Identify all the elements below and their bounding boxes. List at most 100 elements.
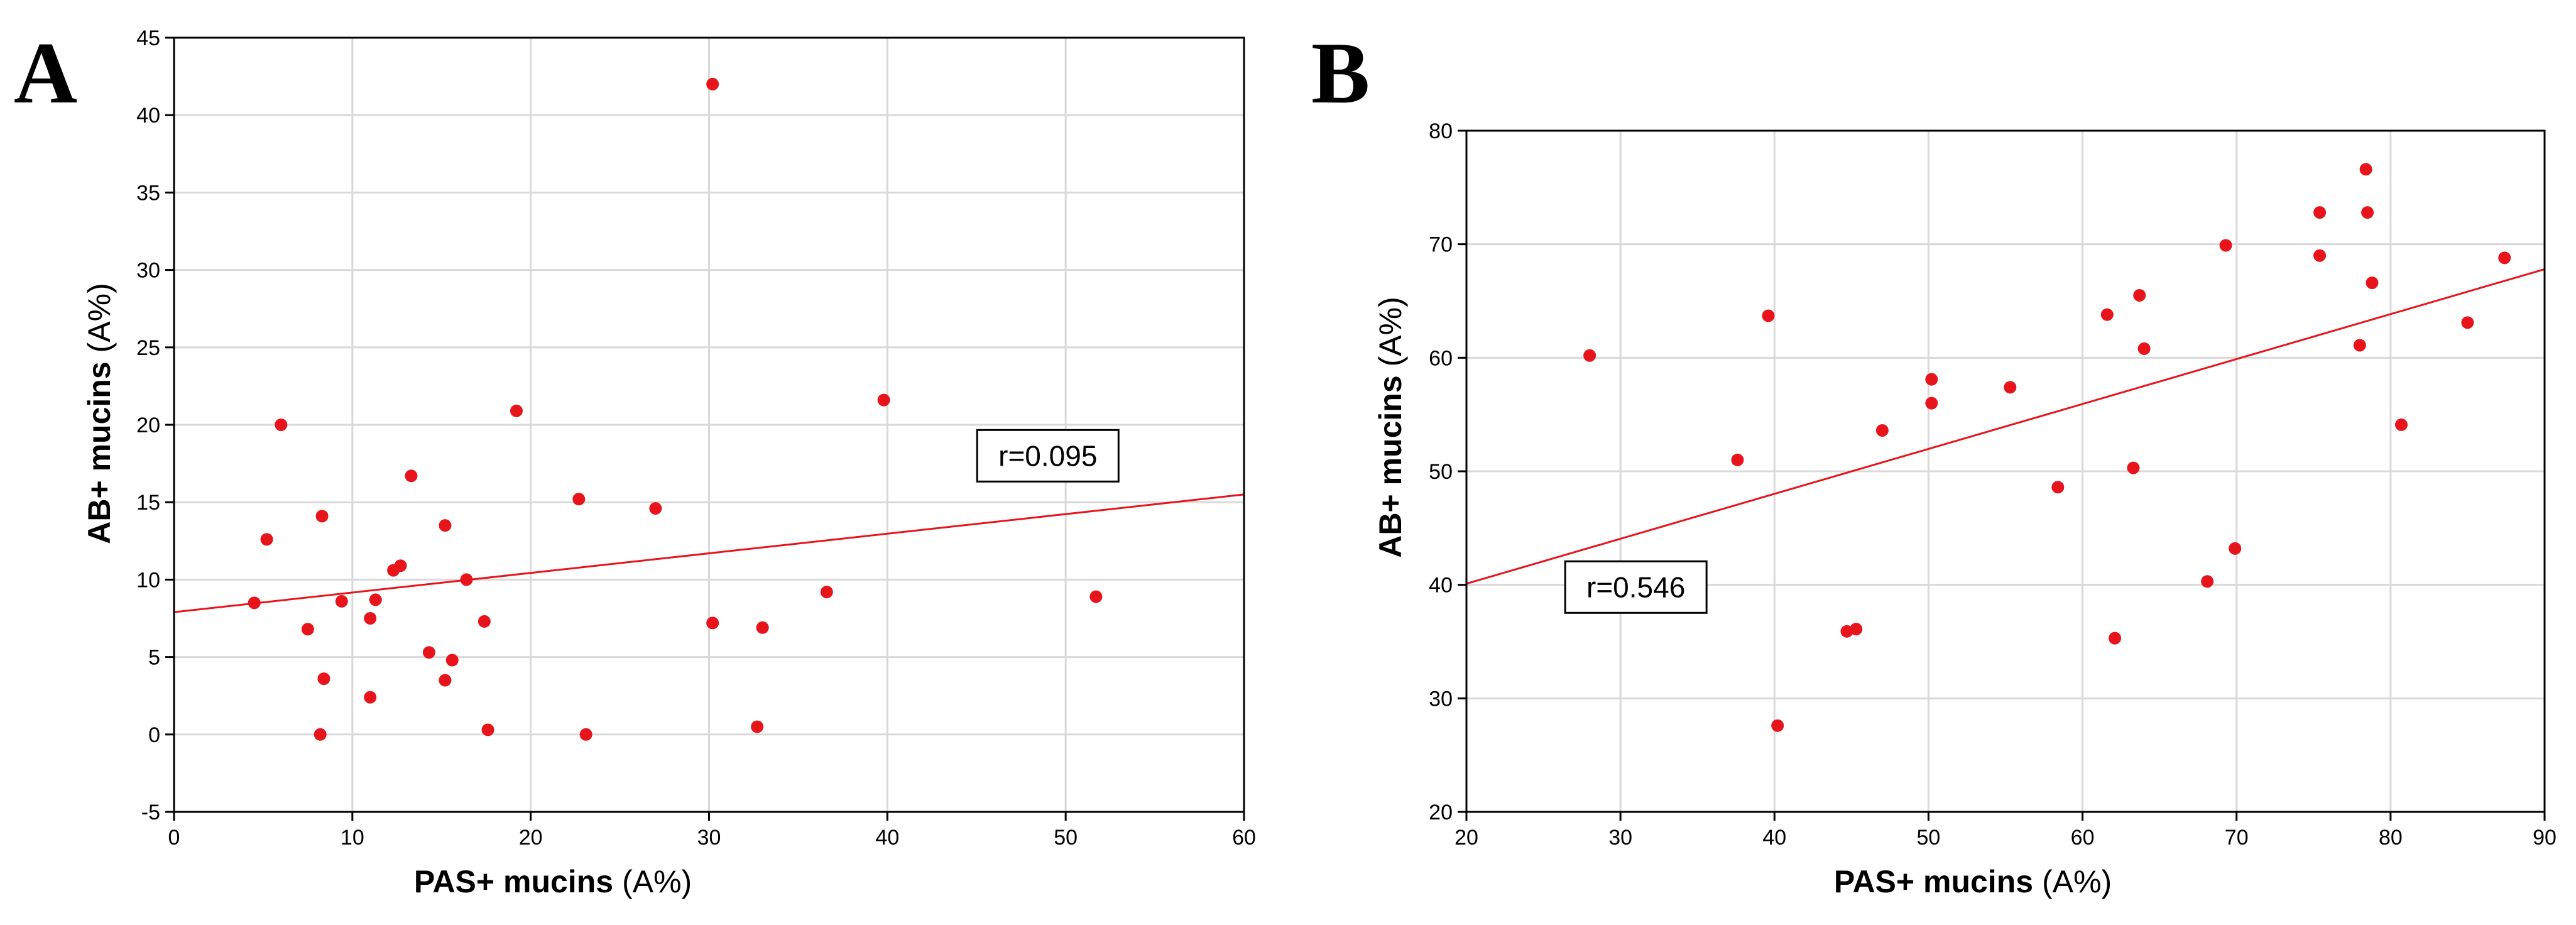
- panel-b-xtick-label-5: 70: [2225, 826, 2249, 850]
- panel-a-y-axis-title-main: AB+ mucins: [82, 361, 117, 544]
- panel-a-point-18: [460, 573, 473, 586]
- panel-b-points: [1583, 163, 2511, 732]
- panel-a-point-5: [315, 510, 329, 523]
- panel-a-point-25: [706, 77, 719, 90]
- panel-a-point-29: [820, 586, 833, 599]
- panel-a-grid: [173, 36, 1245, 813]
- panel-a-ticks: 0 10 20 30 40 50 60 -5 0 5 10 15 20 25 30 35 40 45: [136, 26, 1256, 850]
- panel-b-ytick-label-5: 70: [1429, 233, 1453, 257]
- panel-a-ytick-label-6: 25: [136, 336, 160, 360]
- panel-a-x-axis-title: PAS+ mucins (A%): [414, 864, 692, 899]
- panel-a-point-17: [445, 654, 459, 667]
- panel-b-xtick-label-6: 80: [2379, 826, 2403, 850]
- panel-a-ytick-label-7: 30: [136, 259, 160, 283]
- panel-b-point-9: [2004, 381, 2017, 394]
- panel-a-point-15: [439, 519, 452, 532]
- panel-label-a: A: [14, 25, 77, 122]
- panel-a-regression-line: [173, 493, 1245, 613]
- panel-b-point-25: [2395, 418, 2408, 431]
- panel-a-point-9: [364, 612, 377, 625]
- panel-b-ytick-label-3: 50: [1429, 460, 1453, 484]
- panel-a-ytick-label-2: 5: [148, 646, 160, 670]
- panel-a-ytick-label-0: -5: [141, 801, 160, 824]
- panel-a-point-4: [314, 728, 327, 741]
- panel-a-xtick-label-6: 60: [1232, 826, 1256, 850]
- panel-a-point-12: [394, 559, 407, 572]
- panel-a-point-2: [275, 419, 288, 431]
- panel-b-ytick-label-0: 20: [1429, 801, 1453, 824]
- panel-b-y-axis-title-unit: (A%): [1373, 297, 1408, 366]
- panel-a-point-24: [649, 502, 662, 515]
- panel-a-point-14: [422, 646, 435, 659]
- panel-a-ytick-label-8: 35: [136, 181, 160, 205]
- panel-b-annotation-text: r=0.546: [1586, 571, 1685, 603]
- panel-b-ytick-label-4: 60: [1429, 346, 1453, 370]
- panel-b-regression-line: [1466, 268, 2545, 585]
- panel-b-xtick-label-3: 50: [1917, 826, 1941, 850]
- panel-b-point-18: [2229, 542, 2242, 555]
- panel-b-y-axis-title: AB+ mucins (A%): [1373, 297, 1408, 557]
- panel-a-ytick-label-5: 20: [136, 413, 160, 437]
- panel-a-x-axis-title-main: PAS+ mucins: [414, 864, 613, 899]
- panel-b-point-11: [2100, 308, 2114, 321]
- panel-a-point-20: [481, 723, 494, 736]
- panel-a-ytick-label-1: 0: [148, 723, 160, 747]
- panel-b-point-22: [2359, 163, 2372, 176]
- panel-b-ticks: 20 30 40 50 60 70 80 90 20 30 40 50 60 70 80: [1429, 119, 2557, 850]
- panel-b-xtick-label-0: 20: [1454, 826, 1478, 850]
- panel-b-point-8: [1925, 397, 1938, 410]
- panel-b-x-axis-title-unit: (A%): [2042, 864, 2112, 899]
- panel-a-point-10: [369, 593, 382, 606]
- panel-a-xtick-label-3: 30: [697, 826, 721, 850]
- panel-b-point-5: [1850, 623, 1863, 636]
- panel-a-ytick-label-9: 40: [136, 104, 160, 128]
- panel-b-point-15: [2137, 342, 2151, 355]
- panel-a-ytick-label-3: 10: [136, 568, 160, 592]
- panel-a-xtick-label-5: 50: [1054, 826, 1078, 850]
- panel-a-point-23: [579, 728, 592, 741]
- panel-a-xtick-label-2: 20: [519, 826, 543, 850]
- panel-a-point-22: [572, 493, 586, 506]
- panel-a-ytick-label-10: 45: [136, 26, 160, 50]
- panel-b-point-21: [2353, 339, 2366, 352]
- panel-a-annotation: r=0.095: [976, 429, 1120, 483]
- panel-a-xtick-label-4: 40: [875, 826, 899, 850]
- panel-a-xtick-label-1: 10: [341, 826, 364, 850]
- panel-b-annotation: r=0.546: [1564, 560, 1708, 614]
- panel-b-point-23: [2361, 206, 2374, 219]
- panel-b-point-27: [2498, 251, 2511, 265]
- panel-b-point-19: [2313, 206, 2327, 219]
- panel-b-point-0: [1583, 349, 1596, 362]
- panel-b-x-axis-title: PAS+ mucins (A%): [1834, 864, 2112, 899]
- panel-b-xtick-label-7: 90: [2533, 826, 2557, 850]
- panel-a-point-8: [364, 691, 377, 704]
- panel-b-xtick-label-4: 60: [2071, 826, 2095, 850]
- panel-a-point-16: [439, 674, 452, 687]
- panel-b-ytick-label-1: 30: [1429, 687, 1453, 711]
- panel-a-point-30: [877, 393, 890, 407]
- panel-b-point-6: [1875, 424, 1889, 437]
- panel-b-point-2: [1762, 309, 1775, 322]
- panel-b-point-12: [2109, 632, 2122, 645]
- panel-a-point-28: [756, 621, 769, 634]
- panel-b-annotation-box: [1564, 560, 1708, 614]
- panel-a-point-3: [301, 623, 314, 636]
- panel-a-point-31: [1089, 590, 1103, 603]
- panel-b-x-axis-title-main: PAS+ mucins: [1834, 864, 2033, 899]
- panel-b-point-14: [2133, 288, 2146, 302]
- panel-a-x-axis-title-unit: (A%): [622, 864, 692, 899]
- panel-b-grid: [1465, 129, 2546, 813]
- panel-a-point-19: [478, 615, 491, 628]
- panel-b: B 20 30 40 50 60 70 80 90 20 30 40 50 60 70 80 r=0.546…: [1311, 25, 2557, 899]
- panel-a-point-6: [317, 672, 330, 686]
- panel-a-xtick-label-0: 0: [168, 826, 180, 850]
- panel-a-points: [248, 77, 1103, 741]
- panel-b-ytick-label-6: 80: [1429, 119, 1453, 143]
- panel-b-xtick-label-1: 30: [1608, 826, 1632, 850]
- panel-b-point-24: [2366, 276, 2379, 290]
- panel-a-point-7: [335, 594, 348, 608]
- panel-a-point-0: [248, 596, 261, 610]
- panel-a-ytick-label-4: 15: [136, 491, 160, 515]
- panel-a-y-axis-title: AB+ mucins (A%): [82, 283, 117, 544]
